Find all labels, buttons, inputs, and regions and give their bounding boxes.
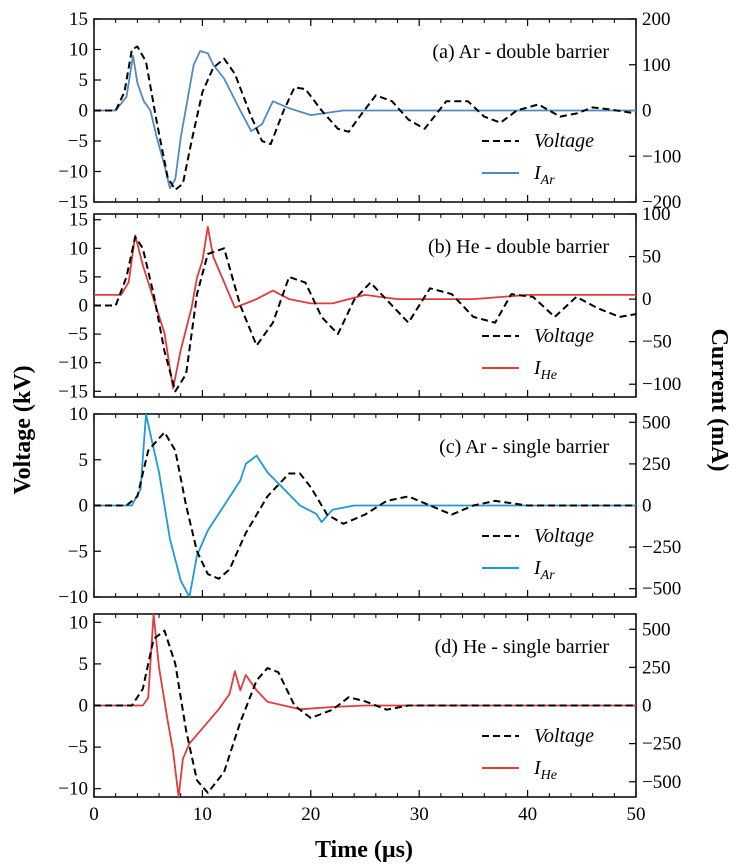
y-left-tick-label: 0 [79,296,89,317]
y-left-tick-label: 15 [69,210,88,231]
y-left-tick-label: −10 [58,162,88,183]
x-tick-label: 40 [518,804,537,825]
legend-current-label: IHe [533,357,557,383]
y-right-tick-label: −500 [642,772,681,793]
y-right-tick-label: −500 [642,579,681,600]
current-series-line [94,50,636,190]
y-right-tick-label: 250 [642,454,671,475]
y-right-tick-label: 250 [642,657,671,678]
panel-c: 10 5 0 −5 −10 500 250 0 −250 −500 (c) Ar - single … [58,404,681,608]
y-left-tick-label: −5 [68,131,88,152]
y-left-tick-label: −5 [68,324,88,345]
legend-current-label: IAr [533,557,555,583]
panel-title: (a) Ar - double barrier [432,41,609,63]
x-tick-label: 20 [301,804,320,825]
y-left-tick-label: −10 [58,353,88,374]
legend-voltage-label: Voltage [534,325,594,347]
current-series-line [94,614,636,797]
y-right-tick-label: 500 [642,619,671,640]
voltage-series-line [94,45,636,191]
legend-current-label: IAr [533,162,555,188]
y-right-tick-label: −100 [642,146,681,167]
y-right-tick-label: 0 [642,496,652,517]
y-left-tick-label: 5 [79,70,89,91]
y-right-tick-label: −100 [642,374,681,395]
legend-current-label: IHe [533,757,557,783]
x-tick-label: 0 [89,804,99,825]
y-right-tick-label: 100 [642,55,671,76]
voltage-series-line [94,629,636,794]
y-right-tick-label: 200 [642,9,671,30]
y-left-tick-label: −10 [58,779,88,800]
y-left-tick-label: 0 [79,101,89,122]
x-axis-label: Time (µs) [315,837,413,863]
panel-title: (b) He - double barrier [428,236,609,258]
y-right-tick-label: −50 [642,332,672,353]
y-left-tick-label: −10 [58,587,88,608]
panel-a: 15 10 5 0 −5 −10 −15 200 100 0 −100 −200 (a) Ar - do… [58,9,681,213]
legend-voltage-label: Voltage [534,130,594,152]
current-series-line [94,225,636,390]
x-tick-label: 30 [410,804,429,825]
y-left-tick-label: 10 [69,238,88,259]
x-tick-label: 10 [193,804,212,825]
y-axis-label-left: Voltage (kV) [10,365,36,494]
y-right-tick-label: −200 [642,192,681,213]
y-right-tick-label: 500 [642,412,671,433]
y-right-tick-label: 0 [642,289,652,310]
y-left-tick-label: 0 [79,496,89,517]
legend-voltage-label: Voltage [534,725,594,747]
y-left-tick-label: 5 [79,654,89,675]
voltage-series-line [94,235,636,393]
y-left-tick-label: 0 [79,696,89,717]
y-right-tick-label: 0 [642,101,652,122]
y-left-tick-label: −5 [68,541,88,562]
legend-voltage-label: Voltage [534,525,594,547]
y-left-tick-label: −15 [58,192,88,213]
y-left-tick-label: 10 [69,612,88,633]
y-left-tick-label: −15 [58,381,88,402]
y-right-tick-label: 0 [642,696,652,717]
y-right-tick-label: 50 [642,247,661,268]
y-left-tick-label: 5 [79,267,89,288]
y-right-tick-label: −250 [642,537,681,558]
y-left-tick-label: 15 [69,9,88,30]
y-left-tick-label: 5 [79,450,89,471]
x-tick-label: 50 [627,804,646,825]
panel-title: (c) Ar - single barrier [439,436,609,458]
y-right-tick-label: 100 [642,204,671,225]
panel-title: (d) He - single barrier [435,636,610,658]
voltage-series-line [94,431,636,580]
y-axis-label-right: Current (mA) [706,329,732,472]
y-left-tick-label: −5 [68,737,88,758]
y-left-tick-label: 10 [69,404,88,425]
y-right-tick-label: −250 [642,734,681,755]
y-left-tick-label: 10 [69,40,88,61]
